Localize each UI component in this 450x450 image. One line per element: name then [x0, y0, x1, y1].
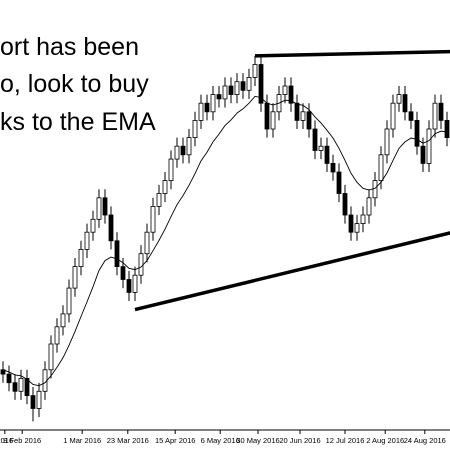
candle-body	[96, 197, 102, 220]
candle-body	[324, 145, 330, 164]
candle-body	[366, 197, 372, 216]
candle-body	[210, 94, 216, 113]
candle-body	[444, 120, 450, 139]
candle-body	[234, 81, 240, 95]
candle-body	[162, 180, 168, 194]
candle-body	[348, 214, 354, 233]
candle-body	[174, 145, 180, 160]
candle-body	[12, 382, 18, 392]
x-tick-label: 15 Apr 2016	[155, 436, 195, 445]
candle-body	[114, 240, 120, 268]
candle-body	[18, 377, 24, 392]
candle-body	[330, 162, 336, 173]
candle-body	[264, 102, 270, 130]
trendline	[254, 49, 450, 58]
annotation-line: ks to the EMA	[0, 108, 156, 136]
candle-body	[258, 64, 264, 104]
candle-body	[402, 94, 408, 113]
candle-body	[54, 326, 60, 345]
candle-body	[132, 274, 138, 293]
candle-body	[36, 390, 42, 409]
candle-body	[426, 128, 432, 164]
candle-body	[396, 94, 402, 104]
candle-body	[216, 94, 222, 100]
candle-body	[246, 77, 252, 91]
candle-body	[198, 102, 204, 121]
candle-body	[102, 197, 108, 216]
candle-body	[300, 111, 306, 121]
candle-body	[84, 231, 90, 250]
candle-body	[78, 248, 84, 267]
candle-body	[390, 102, 396, 130]
candle-body	[72, 266, 78, 289]
x-tick-label: 2 Aug 2016	[366, 436, 404, 445]
candle-body	[408, 111, 414, 121]
candle-body	[168, 158, 174, 182]
candle-body	[420, 145, 426, 164]
candle-body	[294, 102, 300, 121]
candle-body	[144, 231, 150, 255]
candle-body	[336, 171, 342, 194]
x-tick-label: 20 Jun 2016	[279, 436, 320, 445]
candle-body	[282, 85, 288, 95]
candle-body	[126, 279, 132, 293]
candle-body	[378, 154, 384, 182]
candle-body	[150, 205, 156, 233]
candle-body	[66, 287, 72, 315]
candle-body	[384, 128, 390, 156]
candle-body	[306, 111, 312, 130]
candle-body	[108, 214, 114, 242]
candle-body	[360, 214, 366, 224]
candle-body	[240, 81, 246, 91]
candle-body	[60, 313, 66, 328]
plot-area: 20169 Feb 2016 1 Mar 2016 23 Mar 2016 15 Ap…	[0, 49, 450, 445]
candle-body	[312, 128, 318, 151]
candle-body	[186, 137, 192, 156]
candle-body	[156, 193, 162, 207]
candle-body	[270, 111, 276, 130]
x-tick-label: 30 May 2016	[236, 436, 279, 445]
candle-body	[288, 85, 294, 104]
candle-body	[222, 85, 228, 100]
candle-body	[228, 85, 234, 95]
candle-body	[90, 218, 96, 233]
annotation-line: o, look to buy	[0, 70, 149, 98]
candle-body	[354, 223, 360, 233]
candle-body	[6, 373, 12, 384]
candle-body	[252, 64, 258, 78]
x-tick-label: 6 May 2016	[201, 436, 240, 445]
candle-body	[120, 266, 126, 280]
candle-body	[24, 377, 30, 396]
x-tick-label: 12 Jul 2016	[326, 436, 365, 445]
candle-body	[192, 120, 198, 139]
candle-body	[138, 253, 144, 276]
x-tick-label: 23 Mar 2016	[107, 436, 149, 445]
candle-body	[180, 145, 186, 156]
x-tick-label: 24 Aug 2016	[404, 436, 446, 445]
candle-body	[204, 102, 210, 113]
candle-body	[414, 120, 420, 147]
annotation-line: ort has been	[0, 33, 139, 61]
x-tick-label: 2016	[0, 436, 13, 445]
candle-body	[318, 145, 324, 151]
candle-body	[30, 395, 36, 409]
x-tick-label: 9 Feb 2016	[3, 436, 41, 445]
x-tick-label: 1 Mar 2016	[63, 436, 101, 445]
trendline	[134, 231, 450, 312]
candle-body	[48, 343, 54, 371]
ema-line	[2, 95, 448, 387]
candle-body	[342, 193, 348, 216]
candle-body	[432, 102, 438, 130]
candle-body	[438, 102, 444, 121]
